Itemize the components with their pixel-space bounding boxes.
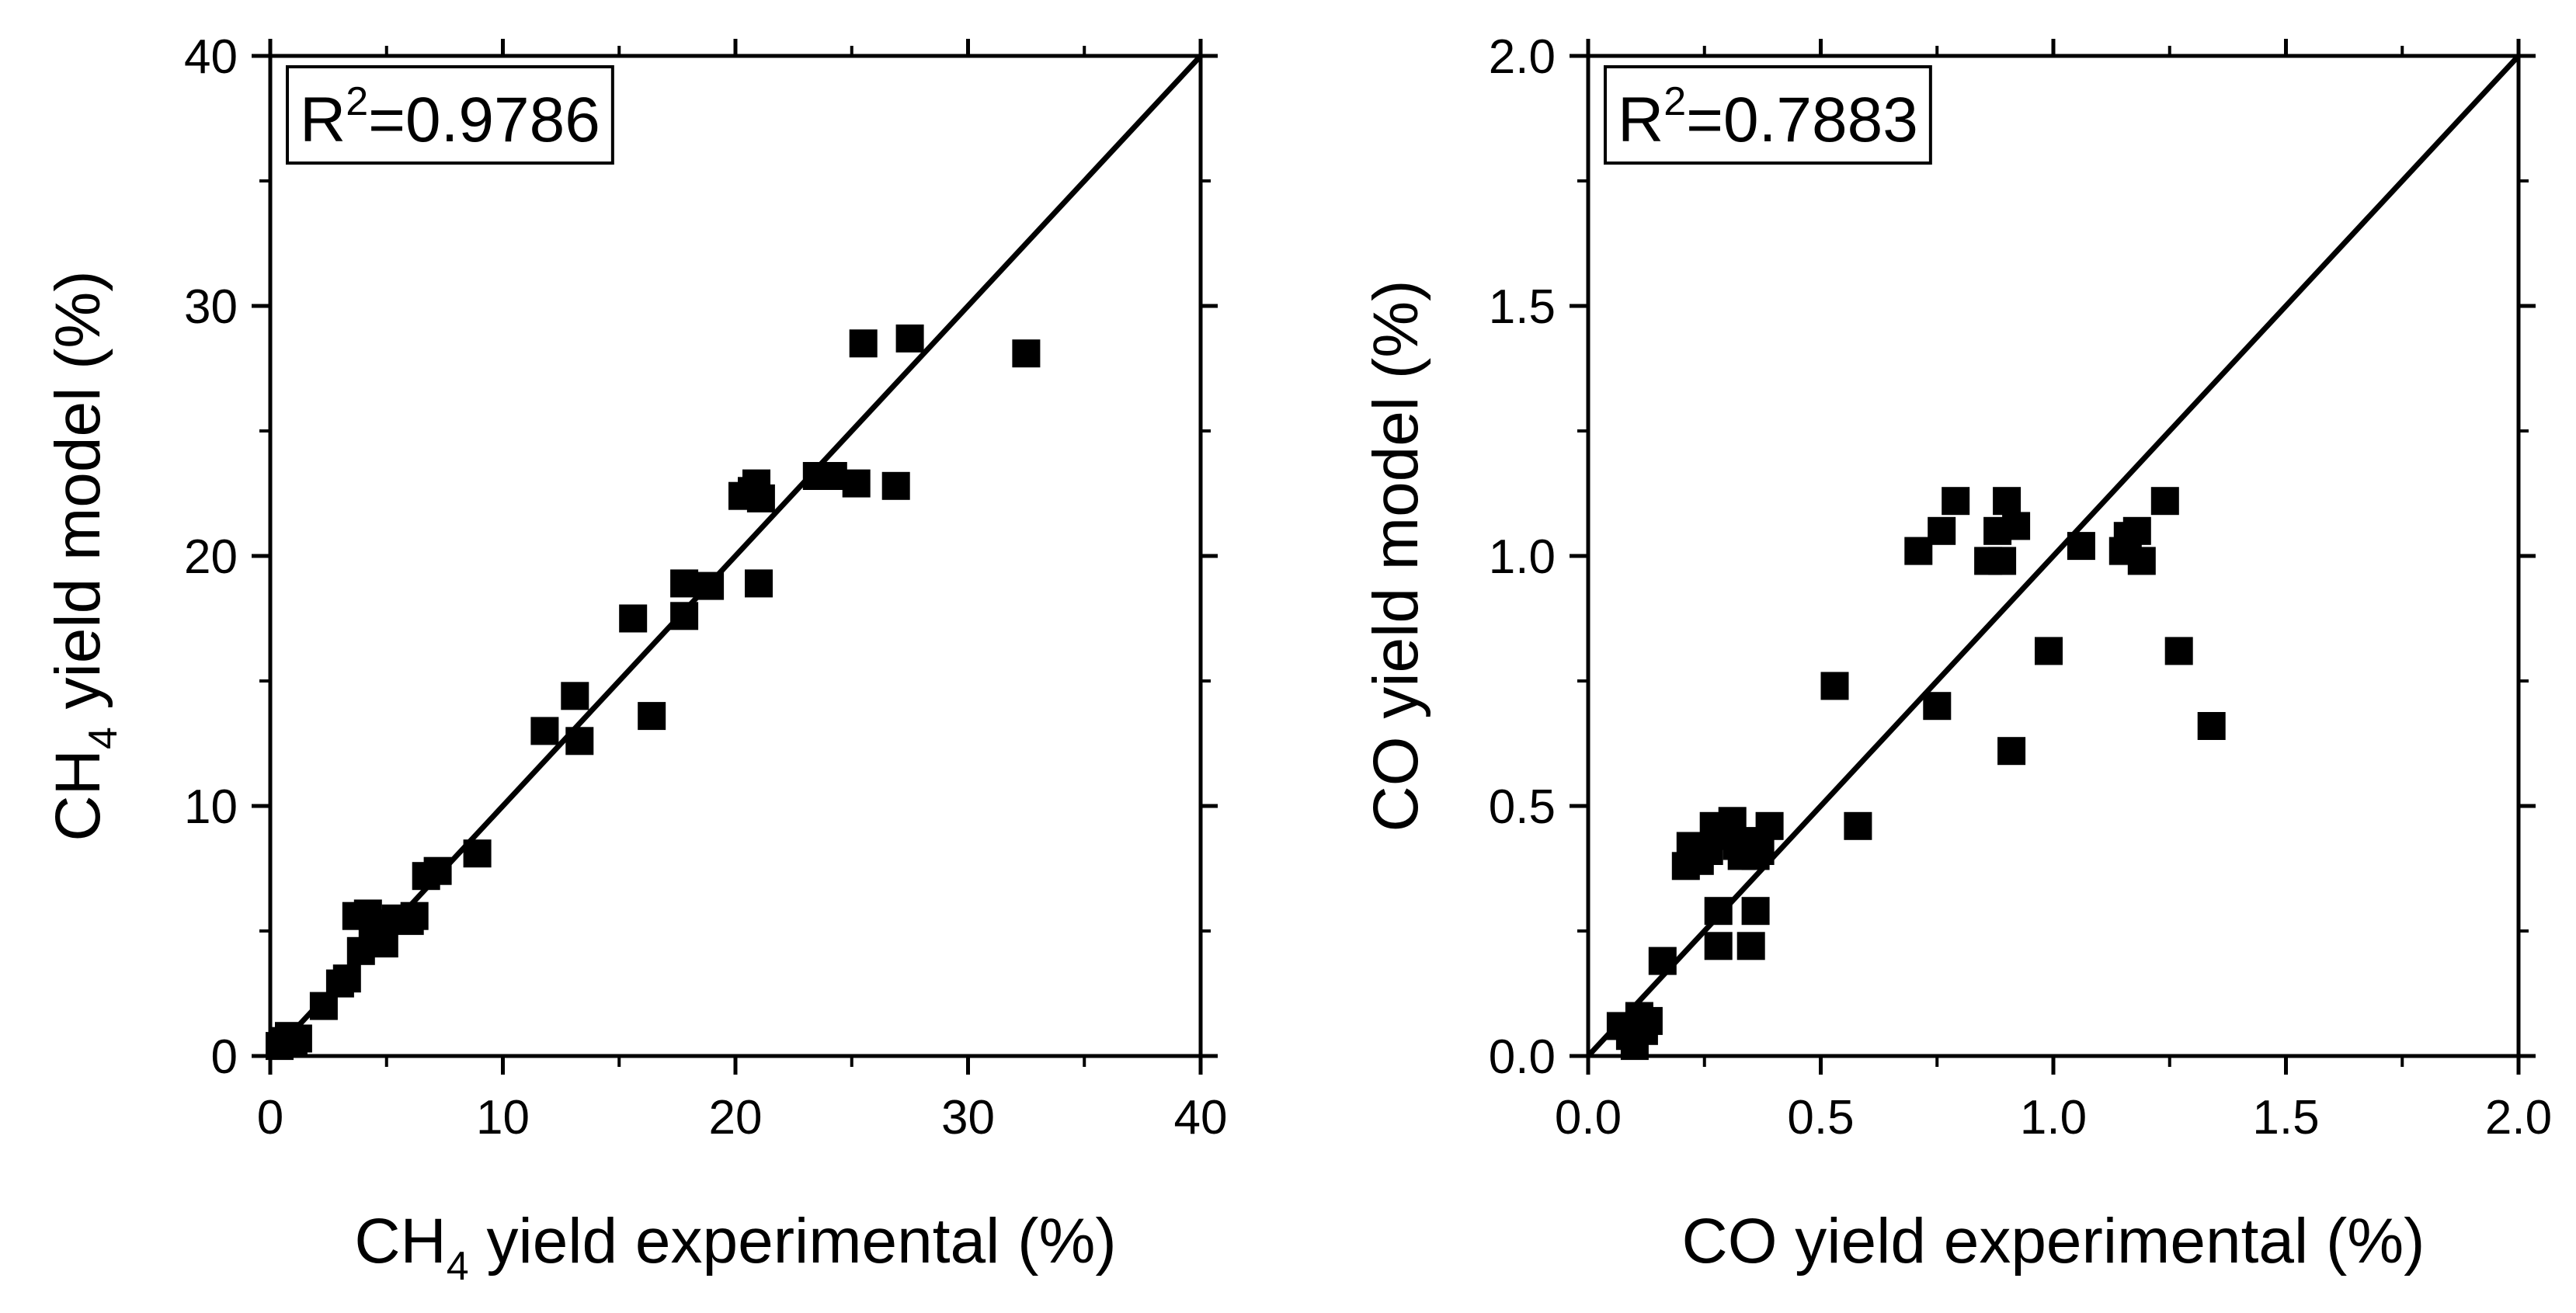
ch4-data-point-16 xyxy=(395,907,424,936)
ch4-x-axis-title: CH4 yield experimental (%) xyxy=(354,1206,1116,1289)
ch4-r2-base: R xyxy=(300,85,346,155)
co-data-point-35 xyxy=(2002,512,2031,540)
co-data-point-32 xyxy=(1988,547,2017,575)
ch4-r2-value: =0.9786 xyxy=(368,85,600,155)
co-x-tick-label: 1.0 xyxy=(2020,1091,2087,1145)
ch4-x-tick-label: 20 xyxy=(709,1091,763,1145)
ch4-y-axis-title: CH4 yield model (%) xyxy=(43,270,126,841)
ch4-y-title-main: CH xyxy=(43,749,113,841)
co-x-tick-label: 2.0 xyxy=(2485,1091,2552,1145)
co-x-tick-label: 1.5 xyxy=(2252,1091,2319,1145)
co-r2-annotation: R2=0.7883 xyxy=(1604,65,1932,165)
co-data-point-42 xyxy=(2150,487,2179,516)
co-data-point-44 xyxy=(2197,712,2226,740)
co-x-tick-label: 0.0 xyxy=(1555,1091,1622,1145)
co-r2-box xyxy=(1604,65,1932,165)
ch4-x-tick-label: 0 xyxy=(257,1091,283,1145)
ch4-parity-line xyxy=(268,54,1203,1058)
co-data-point-23 xyxy=(1755,811,1784,840)
ch4-x-title-rest: yield experimental (%) xyxy=(469,1206,1117,1277)
co-y-tick-label: 1.5 xyxy=(1489,280,1556,334)
ch4-data-point-23 xyxy=(619,604,648,633)
co-r2-base: R xyxy=(1618,85,1663,155)
ch4-y-tick-label: 10 xyxy=(184,780,238,834)
ch4-y-title-sub: 4 xyxy=(81,727,126,749)
ch4-y-tick-label: 40 xyxy=(184,30,238,84)
ch4-x-title-sub: 4 xyxy=(447,1244,469,1289)
co-y-axis-title: CO yield model (%) xyxy=(1361,280,1431,832)
ch4-data-point-18 xyxy=(423,856,452,885)
ch4-y-title-rest: yield model (%) xyxy=(43,270,113,727)
co-panel: 0.0 0.5 1.0 1.5 2.0 0.0 0.5 1.0 1.5 2.0 R2=0.788… xyxy=(1361,30,2552,1277)
ch4-y-tick-label: 20 xyxy=(184,530,238,584)
co-r2-text: R2=0.7883 xyxy=(1618,79,1918,155)
co-data-point-43 xyxy=(2164,637,2193,665)
ch4-r2-text: R2=0.9786 xyxy=(300,79,600,155)
co-data-point-25 xyxy=(1844,811,1872,840)
co-x-axis-title: CO yield experimental (%) xyxy=(1682,1206,2425,1277)
ch4-x-tick-label: 10 xyxy=(476,1091,530,1145)
ch4-data-point-24 xyxy=(638,702,666,731)
co-y-title-main: CO yield model (%) xyxy=(1361,280,1431,832)
ch4-data-point-25 xyxy=(670,569,699,598)
co-data-point-27 xyxy=(1923,692,1952,721)
co-data-point-41 xyxy=(2127,547,2156,575)
co-data-point-20 xyxy=(1741,897,1770,926)
ch4-y-tick-label: 0 xyxy=(211,1030,238,1084)
co-data-point-28 xyxy=(1928,516,1956,545)
ch4-data-point-7 xyxy=(332,964,361,993)
co-data-point-40 xyxy=(2122,516,2151,545)
ch4-data-point-35 xyxy=(842,469,871,498)
ch4-data-point-21 xyxy=(561,682,589,710)
co-x-title-main: CO yield experimental (%) xyxy=(1682,1206,2425,1277)
ch4-r2-annotation: R2=0.9786 xyxy=(286,65,614,165)
ch4-data-point-26 xyxy=(670,602,699,630)
ch4-y-tick-label: 30 xyxy=(184,280,238,334)
ch4-x-tick-label: 30 xyxy=(941,1091,995,1145)
co-data-point-34 xyxy=(1997,737,2026,766)
ch4-data-point-20 xyxy=(530,717,559,745)
co-points xyxy=(1606,487,2226,1061)
co-y-tick-label: 1.0 xyxy=(1489,530,1556,584)
co-data-point-24 xyxy=(1820,672,1849,700)
co-y-ticks: 0.0 0.5 1.0 1.5 2.0 xyxy=(1489,30,2536,1084)
ch4-r2-sup: 2 xyxy=(346,79,368,124)
ch4-x-ticks: 0 10 20 30 40 xyxy=(257,39,1228,1145)
ch4-data-point-39 xyxy=(1012,339,1041,368)
co-data-point-19 xyxy=(1736,932,1765,960)
co-y-tick-label: 2.0 xyxy=(1489,30,1556,84)
co-data-point-5 xyxy=(1634,1006,1663,1035)
co-data-point-29 xyxy=(1942,487,1970,516)
co-data-point-36 xyxy=(2035,637,2063,665)
ch4-x-title-main: CH xyxy=(354,1206,446,1277)
ch4-x-tick-label: 40 xyxy=(1174,1091,1228,1145)
co-data-point-33 xyxy=(1993,487,2022,516)
co-data-point-6 xyxy=(1648,947,1677,975)
co-r2-sup: 2 xyxy=(1663,79,1686,124)
co-x-tick-label: 0.5 xyxy=(1787,1091,1854,1145)
ch4-data-point-38 xyxy=(895,324,924,353)
co-r2-value: =0.7883 xyxy=(1686,85,1918,155)
co-y-tick-label: 0.0 xyxy=(1489,1030,1556,1084)
ch4-data-point-36 xyxy=(881,471,910,500)
co-data-point-13 xyxy=(1704,897,1733,926)
co-x-ticks: 0.0 0.5 1.0 1.5 2.0 xyxy=(1555,39,2552,1145)
ch4-points xyxy=(266,324,1041,1061)
ch4-data-point-37 xyxy=(849,329,878,358)
ch4-r2-box xyxy=(286,65,614,165)
co-parity-line xyxy=(1586,54,2521,1058)
co-y-tick-label: 0.5 xyxy=(1489,780,1556,834)
ch4-data-point-31 xyxy=(746,484,775,512)
ch4-data-point-32 xyxy=(745,569,773,598)
co-data-point-12 xyxy=(1704,932,1733,960)
ch4-y-ticks: 0 10 20 30 40 xyxy=(184,30,1218,1084)
